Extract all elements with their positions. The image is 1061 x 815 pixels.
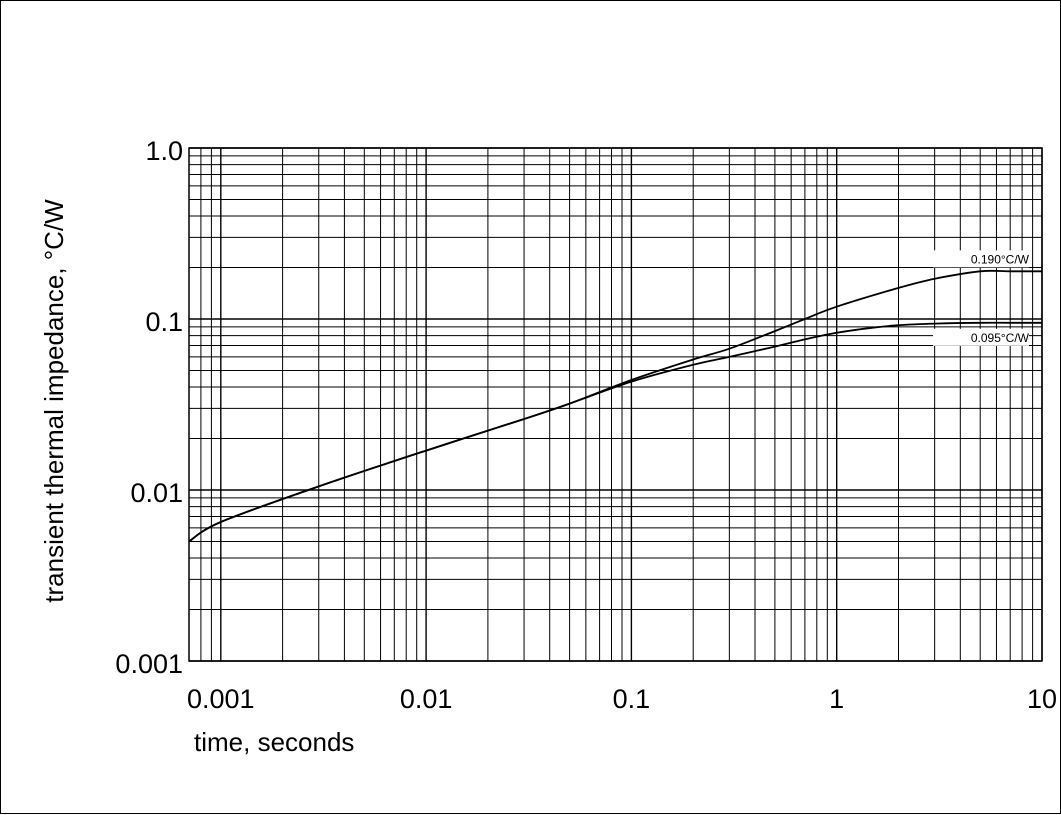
- x-tick-label: 0.001: [187, 684, 255, 714]
- x-tick-label: 0.1: [613, 684, 651, 714]
- series-labels: 0.190°C/W 0.095°C/W: [933, 250, 1030, 346]
- series-label: 0.095°C/W: [971, 331, 1030, 345]
- x-tick-label: 10: [1027, 684, 1057, 714]
- plot-border: [188, 147, 1043, 662]
- grid: [188, 147, 1043, 662]
- y-tick-label: 0.01: [130, 478, 183, 508]
- x-tick-label: 0.01: [400, 684, 453, 714]
- x-tick-label: 1: [829, 684, 844, 714]
- curves: [188, 269, 1042, 543]
- y-tick-label: 0.1: [145, 307, 183, 337]
- series-label-bg: [933, 328, 1029, 346]
- series-line: [188, 269, 1042, 543]
- x-axis-title: time, seconds: [194, 727, 354, 757]
- y-tick-label: 0.001: [115, 649, 183, 679]
- y-axis-title: transient thermal impedance, °C/W: [39, 199, 69, 603]
- y-tick-labels: 0.001 0.01 0.1 1.0: [115, 136, 183, 679]
- y-tick-label: 1.0: [145, 136, 183, 166]
- series-label: 0.190°C/W: [971, 252, 1030, 266]
- series-line: [188, 321, 1042, 543]
- x-tick-labels: 0.001 0.01 0.1 1 10: [187, 684, 1057, 714]
- series-label-bg: [933, 250, 1029, 268]
